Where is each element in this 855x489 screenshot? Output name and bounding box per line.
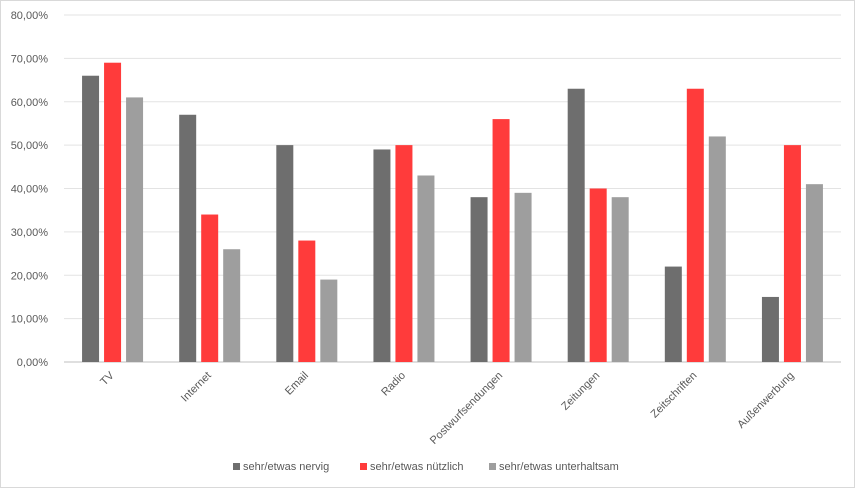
bar-2-2 xyxy=(201,214,219,362)
x-category-label: TV xyxy=(98,369,117,388)
bar-1-6 xyxy=(567,88,585,363)
bars xyxy=(82,62,823,363)
x-category-label: Radio xyxy=(379,370,408,399)
legend-swatch xyxy=(360,463,367,470)
y-tick-label: 80,00% xyxy=(11,10,49,22)
y-tick-label: 30,00% xyxy=(11,227,49,239)
bar-2-5 xyxy=(492,119,510,362)
bar-2-4 xyxy=(395,145,413,362)
x-category-label: Email xyxy=(283,370,311,398)
y-tick-label: 0,00% xyxy=(17,357,48,369)
legend-label: sehr/etwas nervig xyxy=(243,461,329,473)
legend-label: sehr/etwas nützlich xyxy=(370,461,464,473)
legend-swatch xyxy=(233,463,240,470)
bar-2-6 xyxy=(589,188,607,362)
bar-2-7 xyxy=(686,88,704,363)
legend-swatch xyxy=(489,463,496,470)
bar-3-1 xyxy=(126,97,144,362)
y-tick-label: 50,00% xyxy=(11,140,49,152)
bar-3-2 xyxy=(223,249,241,362)
bar-1-7 xyxy=(664,266,682,362)
bar-3-3 xyxy=(320,279,338,362)
bar-1-5 xyxy=(470,197,488,362)
bar-3-5 xyxy=(514,192,532,362)
x-category-label: Zeitungen xyxy=(559,370,602,413)
legend-label: sehr/etwas unterhaltsam xyxy=(499,461,619,473)
x-category-label: Internet xyxy=(179,370,214,405)
bar-1-3 xyxy=(276,145,294,362)
legend: sehr/etwas nervig sehr/etwas nützlich sehr… xyxy=(233,461,619,473)
x-axis-category-labels: TV Internet Email Radio Postwurfsendungen Zei… xyxy=(98,369,796,447)
bar-2-8 xyxy=(783,145,801,362)
x-category-label: Außenwerbung xyxy=(735,370,796,431)
y-tick-label: 20,00% xyxy=(11,270,49,282)
bar-1-2 xyxy=(179,114,197,362)
bar-3-8 xyxy=(805,184,823,362)
bar-1-8 xyxy=(761,296,779,362)
bar-3-7 xyxy=(708,136,726,362)
bar-1-1 xyxy=(82,75,100,362)
y-tick-label: 70,00% xyxy=(11,53,49,65)
y-tick-label: 60,00% xyxy=(11,97,49,109)
bar-3-4 xyxy=(417,175,435,362)
bar-2-1 xyxy=(104,62,122,363)
y-tick-label: 40,00% xyxy=(11,184,49,196)
bar-3-6 xyxy=(611,197,629,362)
y-tick-label: 10,00% xyxy=(11,314,49,326)
y-axis-tick-labels: 0,00% 10,00% 20,00% 30,00% 40,00% 50,00% 60,00… xyxy=(11,10,49,369)
x-category-label: Postwurfsendungen xyxy=(428,370,505,447)
bar-1-4 xyxy=(373,149,391,362)
x-category-label: Zeitschriften xyxy=(649,370,700,421)
bar-2-3 xyxy=(298,240,316,362)
